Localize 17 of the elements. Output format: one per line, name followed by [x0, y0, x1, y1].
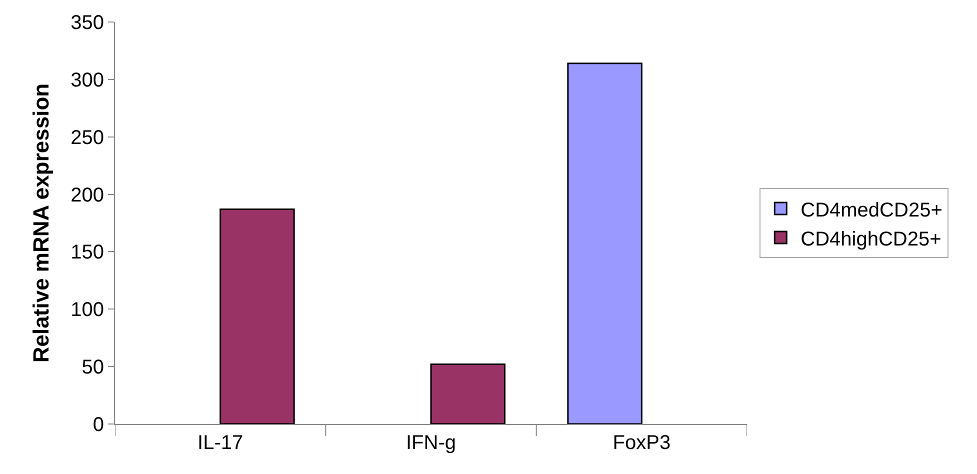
x-tick-label: IFN-g	[406, 432, 456, 454]
y-tick-label: 300	[70, 69, 104, 92]
x-tick-label: IL-17	[198, 432, 244, 454]
y-tick-label: 100	[70, 299, 104, 322]
y-tick-label: 350	[70, 12, 104, 34]
y-tick-label: 50	[82, 356, 104, 379]
y-tick-label: 0	[92, 414, 104, 436]
y-tick-label: 200	[70, 184, 104, 206]
bar	[567, 62, 642, 424]
bar	[220, 208, 295, 424]
y-tick-label: 150	[70, 242, 104, 264]
bar	[430, 364, 506, 424]
y-tick-label: 250	[70, 126, 104, 149]
legend-label: CD4medCD25+	[800, 199, 942, 222]
y-axis-title: Relative mRNA expression	[28, 83, 54, 363]
x-tick-label: FoxP3	[612, 432, 671, 454]
legend-label: CD4highCD25+	[800, 228, 942, 250]
